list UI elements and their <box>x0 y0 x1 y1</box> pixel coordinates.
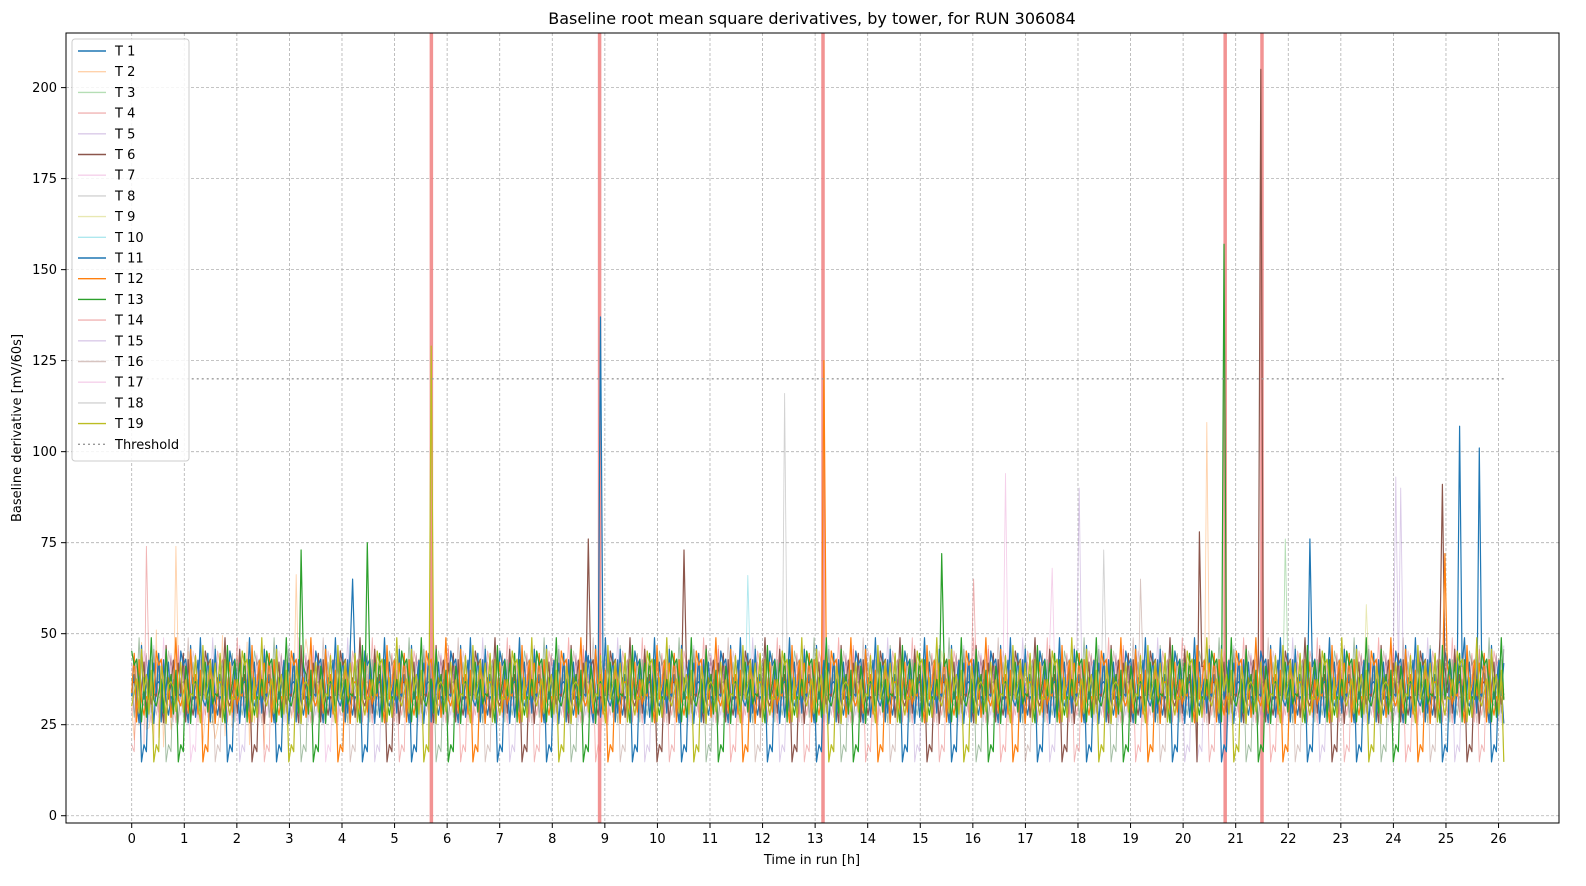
legend: T 1 T 2 T 3 T 4 T 5 T 6 T 7 T 8 T 9 T 10 T 11 T 12 T… <box>71 38 190 462</box>
legend-label: T 10 <box>114 231 144 246</box>
y-tick-label: 150 <box>32 263 57 278</box>
legend-label: T 8 <box>114 189 135 204</box>
x-tick-label: 26 <box>1490 832 1507 847</box>
x-tick-label: 1 <box>180 832 188 847</box>
legend-label: T 12 <box>114 272 144 287</box>
y-tick-label: 25 <box>40 718 57 733</box>
x-tick-label: 9 <box>601 832 609 847</box>
x-tick-label: 7 <box>496 832 504 847</box>
x-tick-label: 16 <box>965 832 982 847</box>
x-axis: 0 1 2 3 4 5 6 7 8 9 10 11 12 13 14 15 16 17 18 19 20 21 22 23 24… <box>128 823 1507 847</box>
legend-label: T 2 <box>114 65 135 80</box>
legend-label: T 11 <box>114 252 144 267</box>
plot-frame <box>65 32 1560 824</box>
x-tick-label: 2 <box>233 832 241 847</box>
x-tick-label: 14 <box>859 832 876 847</box>
grid <box>66 33 1559 823</box>
y-tick-label: 0 <box>49 809 57 824</box>
legend-label: T 1 <box>114 45 135 60</box>
x-tick-label: 0 <box>128 832 136 847</box>
legend-label: T 14 <box>114 314 144 329</box>
x-tick-label: 18 <box>1070 832 1087 847</box>
x-tick-label: 12 <box>754 832 771 847</box>
x-tick-label: 3 <box>285 832 293 847</box>
x-tick-label: 25 <box>1438 832 1455 847</box>
y-tick-label: 50 <box>40 627 57 642</box>
legend-label: T 3 <box>114 86 135 101</box>
x-tick-label: 15 <box>912 832 929 847</box>
x-tick-label: 8 <box>548 832 556 847</box>
y-axis-label: Baseline derivative [mV/60s] <box>10 334 25 522</box>
legend-label: T 5 <box>114 127 135 142</box>
series-line-t19 <box>131 345 1505 763</box>
x-tick-label: 24 <box>1385 832 1402 847</box>
x-tick-label: 19 <box>1122 832 1139 847</box>
series-line-t13 <box>131 243 1505 763</box>
y-tick-label: 75 <box>40 536 57 551</box>
legend-label: T 15 <box>114 334 144 349</box>
x-tick-label: 10 <box>649 832 666 847</box>
y-tick-label: 200 <box>32 81 57 96</box>
x-tick-label: 20 <box>1175 832 1192 847</box>
x-tick-label: 13 <box>807 832 824 847</box>
y-tick-label: 125 <box>32 354 57 369</box>
legend-label: T 9 <box>114 210 135 225</box>
x-tick-label: 11 <box>702 832 719 847</box>
y-tick-label: 100 <box>32 445 57 460</box>
legend-label: T 4 <box>114 107 135 122</box>
x-tick-label: 5 <box>390 832 398 847</box>
legend-label: T 19 <box>114 417 144 432</box>
y-tick-label: 175 <box>32 172 57 187</box>
legend-label: T 18 <box>114 396 144 411</box>
x-tick-label: 6 <box>443 832 451 847</box>
legend-label: T 13 <box>114 293 144 308</box>
legend-label: Threshold <box>114 438 179 453</box>
x-axis-label: Time in run [h] <box>763 853 860 868</box>
legend-label: T 17 <box>114 376 144 391</box>
legend-box <box>71 38 190 462</box>
legend-label: T 7 <box>114 169 135 184</box>
legend-label: T 6 <box>114 148 135 163</box>
x-tick-label: 4 <box>338 832 346 847</box>
chart-title: Baseline root mean square derivatives, b… <box>548 9 1075 28</box>
x-tick-label: 21 <box>1227 832 1244 847</box>
series-layer <box>131 68 1505 763</box>
x-tick-label: 23 <box>1333 832 1350 847</box>
x-tick-label: 17 <box>1017 832 1034 847</box>
x-tick-label: 22 <box>1280 832 1297 847</box>
y-axis: 0 25 50 75 100 125 150 175 200 <box>32 81 66 824</box>
legend-label: T 16 <box>114 355 144 370</box>
